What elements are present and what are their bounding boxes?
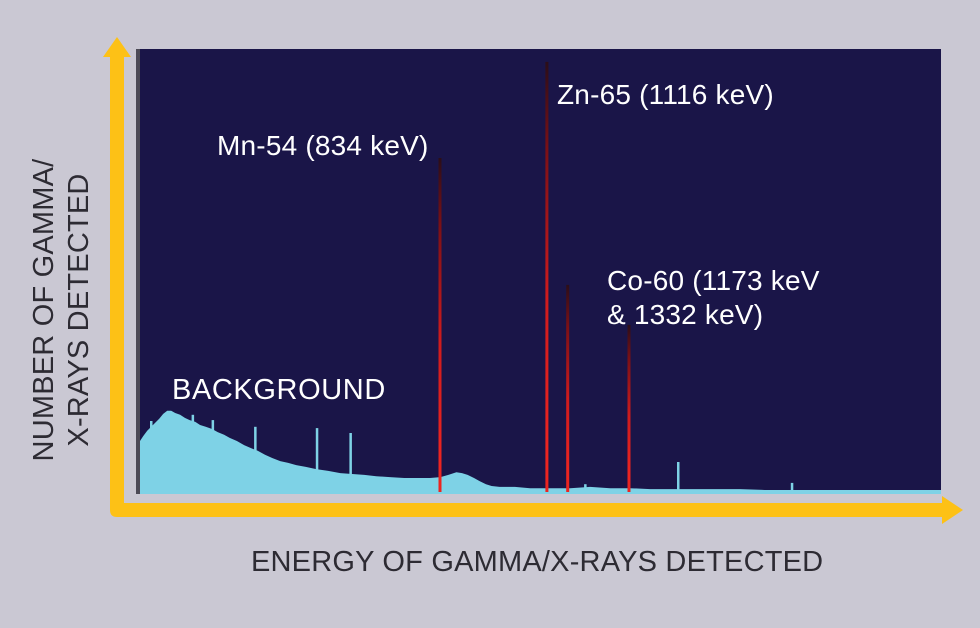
background-spike [790,482,794,494]
x-axis-arrowhead-icon [942,496,963,524]
background-label: BACKGROUND [172,374,386,406]
peak-label-zn65: Zn-65 (1116 keV) [557,79,774,110]
x-axis-title: ENERGY OF GAMMA/X-RAYS DETECTED [251,546,824,578]
background-spike [584,484,587,494]
background-spike [150,421,153,494]
y-axis-title-line2: X-RAYS DETECTED [63,173,95,447]
background-spike [211,420,215,494]
background-spike [349,433,352,494]
peak-label-co60: Co-60 (1173 keV & 1332 keV) [607,264,820,332]
peak-line-zn65 [545,61,549,493]
y-axis-arrowhead-icon [103,37,131,57]
background-spike [191,414,195,494]
y-axis-title: NUMBER OF GAMMA/ X-RAYS DETECTED [27,130,97,490]
background-spike [677,462,680,494]
peak-label-mn54: Mn-54 (834 keV) [217,130,429,161]
background-spectrum-area [140,410,941,494]
background-spike [315,428,319,494]
peak-line-co60_1173 [566,284,570,492]
peak-label-co60-line2: & 1332 keV) [607,299,764,330]
peak-line-co60_1332 [627,324,631,492]
spectrum-chart [140,61,941,494]
background-spike [254,426,257,494]
y-axis-title-line1: NUMBER OF GAMMA/ [28,158,60,462]
peak-line-mn54 [438,158,442,492]
peak-label-co60-line1: Co-60 (1173 keV [607,265,820,296]
plot-area: Mn-54 (834 keV) Zn-65 (1116 keV) Co-60 (… [136,49,941,494]
